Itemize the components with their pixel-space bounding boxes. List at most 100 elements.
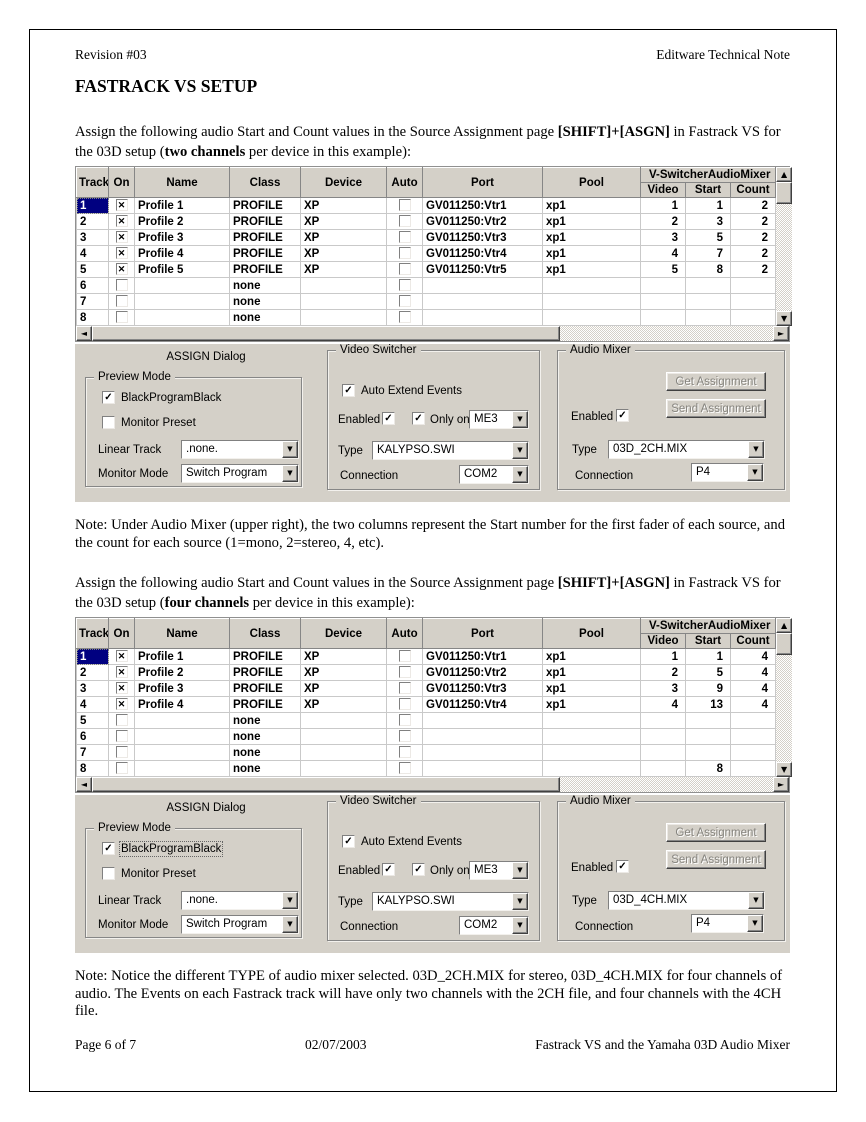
- scroll-left-button[interactable]: ◄: [76, 777, 92, 792]
- port-cell[interactable]: [422, 744, 543, 761]
- track-cell[interactable]: 4: [76, 696, 109, 713]
- pool-cell[interactable]: [542, 309, 641, 326]
- vs-connection-combo[interactable]: COM2 ▼: [459, 465, 529, 484]
- name-cell[interactable]: [134, 309, 230, 326]
- horizontal-scrollbar[interactable]: ◄ ►: [76, 326, 789, 341]
- vertical-scrollbar[interactable]: ▲ ▼: [776, 167, 793, 326]
- combo-dropdown-button[interactable]: ▼: [512, 917, 528, 934]
- on-cell[interactable]: [108, 728, 135, 745]
- pool-cell[interactable]: [542, 760, 641, 777]
- checkbox-icon[interactable]: ✕: [115, 698, 128, 711]
- port-cell[interactable]: [422, 712, 543, 729]
- combo-dropdown-button[interactable]: ▼: [747, 464, 763, 481]
- device-cell[interactable]: XP: [300, 245, 387, 262]
- port-cell[interactable]: [422, 293, 543, 310]
- scroll-up-button[interactable]: ▲: [776, 618, 793, 633]
- name-cell[interactable]: Profile 1: [134, 197, 230, 214]
- horizontal-scrollbar-thumb[interactable]: [92, 326, 560, 341]
- count-cell[interactable]: [729, 760, 777, 777]
- combo-dropdown-button[interactable]: ▼: [748, 441, 764, 458]
- auto-cell[interactable]: [386, 245, 423, 262]
- pool-cell[interactable]: xp1: [542, 664, 641, 681]
- count-cell[interactable]: 4: [729, 664, 777, 681]
- vs-type-combo[interactable]: KALYPSO.SWI ▼: [372, 441, 529, 460]
- checkbox-icon[interactable]: ✓: [102, 842, 115, 855]
- auto-cell[interactable]: [386, 261, 423, 278]
- start-cell[interactable]: 8: [685, 261, 731, 278]
- start-cell[interactable]: 13: [685, 696, 731, 713]
- on-cell[interactable]: [108, 712, 135, 729]
- checkbox-icon[interactable]: [115, 295, 128, 308]
- device-cell[interactable]: [300, 712, 387, 729]
- device-cell[interactable]: XP: [300, 229, 387, 246]
- port-cell[interactable]: GV011250:Vtr1: [422, 197, 543, 214]
- cls-cell[interactable]: none: [229, 277, 301, 294]
- cls-cell[interactable]: none: [229, 744, 301, 761]
- name-cell[interactable]: [134, 293, 230, 310]
- scroll-right-button[interactable]: ►: [773, 326, 789, 341]
- count-cell[interactable]: [729, 744, 777, 761]
- auto-extend-events-option[interactable]: ✓ Auto Extend Events: [342, 384, 462, 397]
- device-cell[interactable]: XP: [300, 213, 387, 230]
- port-cell[interactable]: [422, 309, 543, 326]
- only-on-checkbox[interactable]: ✓: [412, 863, 425, 876]
- cls-cell[interactable]: PROFILE: [229, 229, 301, 246]
- on-cell[interactable]: ✕: [108, 696, 135, 713]
- name-cell[interactable]: Profile 3: [134, 680, 230, 697]
- name-cell[interactable]: [134, 760, 230, 777]
- scroll-down-button[interactable]: ▼: [776, 311, 793, 326]
- count-cell[interactable]: 2: [729, 213, 777, 230]
- video-cell[interactable]: 4: [640, 245, 686, 262]
- on-cell[interactable]: ✕: [108, 197, 135, 214]
- am-type-combo[interactable]: 03D_4CH.MIX ▼: [608, 891, 765, 910]
- checkbox-icon[interactable]: [398, 714, 411, 727]
- on-cell[interactable]: ✕: [108, 245, 135, 262]
- auto-cell[interactable]: [386, 696, 423, 713]
- combo-dropdown-button[interactable]: ▼: [512, 411, 528, 428]
- only-on-combo[interactable]: ME3 ▼: [469, 861, 529, 880]
- device-cell[interactable]: [300, 728, 387, 745]
- scroll-down-button[interactable]: ▼: [776, 762, 793, 777]
- monitor-preset-option[interactable]: ✓ Monitor Preset: [102, 867, 196, 880]
- am-type-combo[interactable]: 03D_2CH.MIX ▼: [608, 440, 765, 459]
- video-cell[interactable]: 2: [640, 213, 686, 230]
- auto-cell[interactable]: [386, 664, 423, 681]
- cls-cell[interactable]: PROFILE: [229, 197, 301, 214]
- black-program-black-option[interactable]: ✓ BlackProgramBlack: [102, 840, 224, 857]
- cls-cell[interactable]: none: [229, 760, 301, 777]
- video-cell[interactable]: 1: [640, 648, 686, 665]
- am-enabled-checkbox[interactable]: ✓: [616, 860, 629, 873]
- count-cell[interactable]: 2: [729, 245, 777, 262]
- checkbox-icon[interactable]: [398, 311, 411, 324]
- auto-cell[interactable]: [386, 229, 423, 246]
- on-cell[interactable]: ✕: [108, 229, 135, 246]
- port-cell[interactable]: GV011250:Vtr2: [422, 664, 543, 681]
- checkbox-icon[interactable]: ✕: [115, 263, 128, 276]
- checkbox-icon[interactable]: [398, 295, 411, 308]
- send-assignment-button[interactable]: Send Assignment: [666, 399, 766, 418]
- count-cell[interactable]: 2: [729, 197, 777, 214]
- linear-track-combo[interactable]: .none. ▼: [181, 891, 299, 910]
- video-cell[interactable]: 3: [640, 229, 686, 246]
- track-cell[interactable]: 4: [76, 245, 109, 262]
- track-cell[interactable]: 2: [76, 213, 109, 230]
- checkbox-icon[interactable]: ✓: [102, 867, 115, 880]
- count-cell[interactable]: [729, 309, 777, 326]
- name-cell[interactable]: [134, 277, 230, 294]
- am-connection-combo[interactable]: P4 ▼: [691, 914, 764, 933]
- auto-cell[interactable]: [386, 712, 423, 729]
- checkbox-icon[interactable]: [398, 762, 411, 775]
- vs-enabled-checkbox[interactable]: ✓: [382, 412, 395, 425]
- port-cell[interactable]: [422, 760, 543, 777]
- start-cell[interactable]: [685, 728, 731, 745]
- start-cell[interactable]: [685, 712, 731, 729]
- count-cell[interactable]: 4: [729, 648, 777, 665]
- combo-dropdown-button[interactable]: ▼: [512, 862, 528, 879]
- port-cell[interactable]: [422, 728, 543, 745]
- track-cell[interactable]: 7: [76, 293, 109, 310]
- checkbox-icon[interactable]: [115, 279, 128, 292]
- video-cell[interactable]: [640, 712, 686, 729]
- checkbox-icon[interactable]: [398, 199, 411, 212]
- video-cell[interactable]: [640, 744, 686, 761]
- name-cell[interactable]: Profile 2: [134, 213, 230, 230]
